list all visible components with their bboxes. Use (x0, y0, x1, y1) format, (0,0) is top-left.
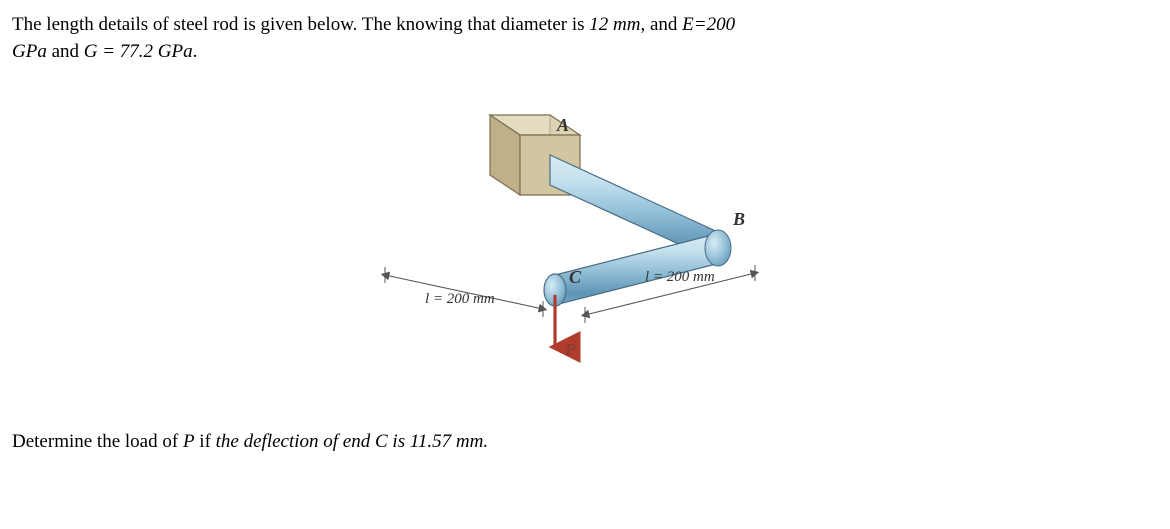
label-b: B (732, 209, 745, 229)
rod-diagram: A B C P l = 200 mm l = 200 mm (325, 95, 845, 395)
text-segment: if (195, 431, 216, 452)
e-value: E=200 (682, 14, 735, 35)
dim-right-label: l = 200 mm (645, 269, 715, 285)
text-segment: . (193, 41, 198, 62)
text-segment: , and (640, 14, 682, 35)
g-value: G = 77.2 GPa (84, 41, 193, 62)
dim-left-label: l = 200 mm (425, 291, 495, 307)
question-statement: Determine the load of P if the deflectio… (12, 429, 1158, 456)
p-symbol: P (183, 431, 195, 452)
text-segment: Determine the load of (12, 431, 183, 452)
text-segment: The length details of steel rod is given… (12, 14, 589, 35)
unit: GPa (12, 41, 47, 62)
deflection-value: the deflection of end C is 11.57 mm. (216, 431, 488, 452)
label-c: C (569, 267, 582, 287)
label-p: P (564, 340, 576, 359)
text-segment: and (47, 41, 84, 62)
problem-statement: The length details of steel rod is given… (12, 12, 1158, 65)
diameter-value: 12 mm (589, 14, 640, 35)
dimension-left: l = 200 mm (385, 267, 543, 317)
label-a: A (556, 115, 569, 135)
figure-container: A B C P l = 200 mm l = 200 mm (12, 95, 1158, 404)
